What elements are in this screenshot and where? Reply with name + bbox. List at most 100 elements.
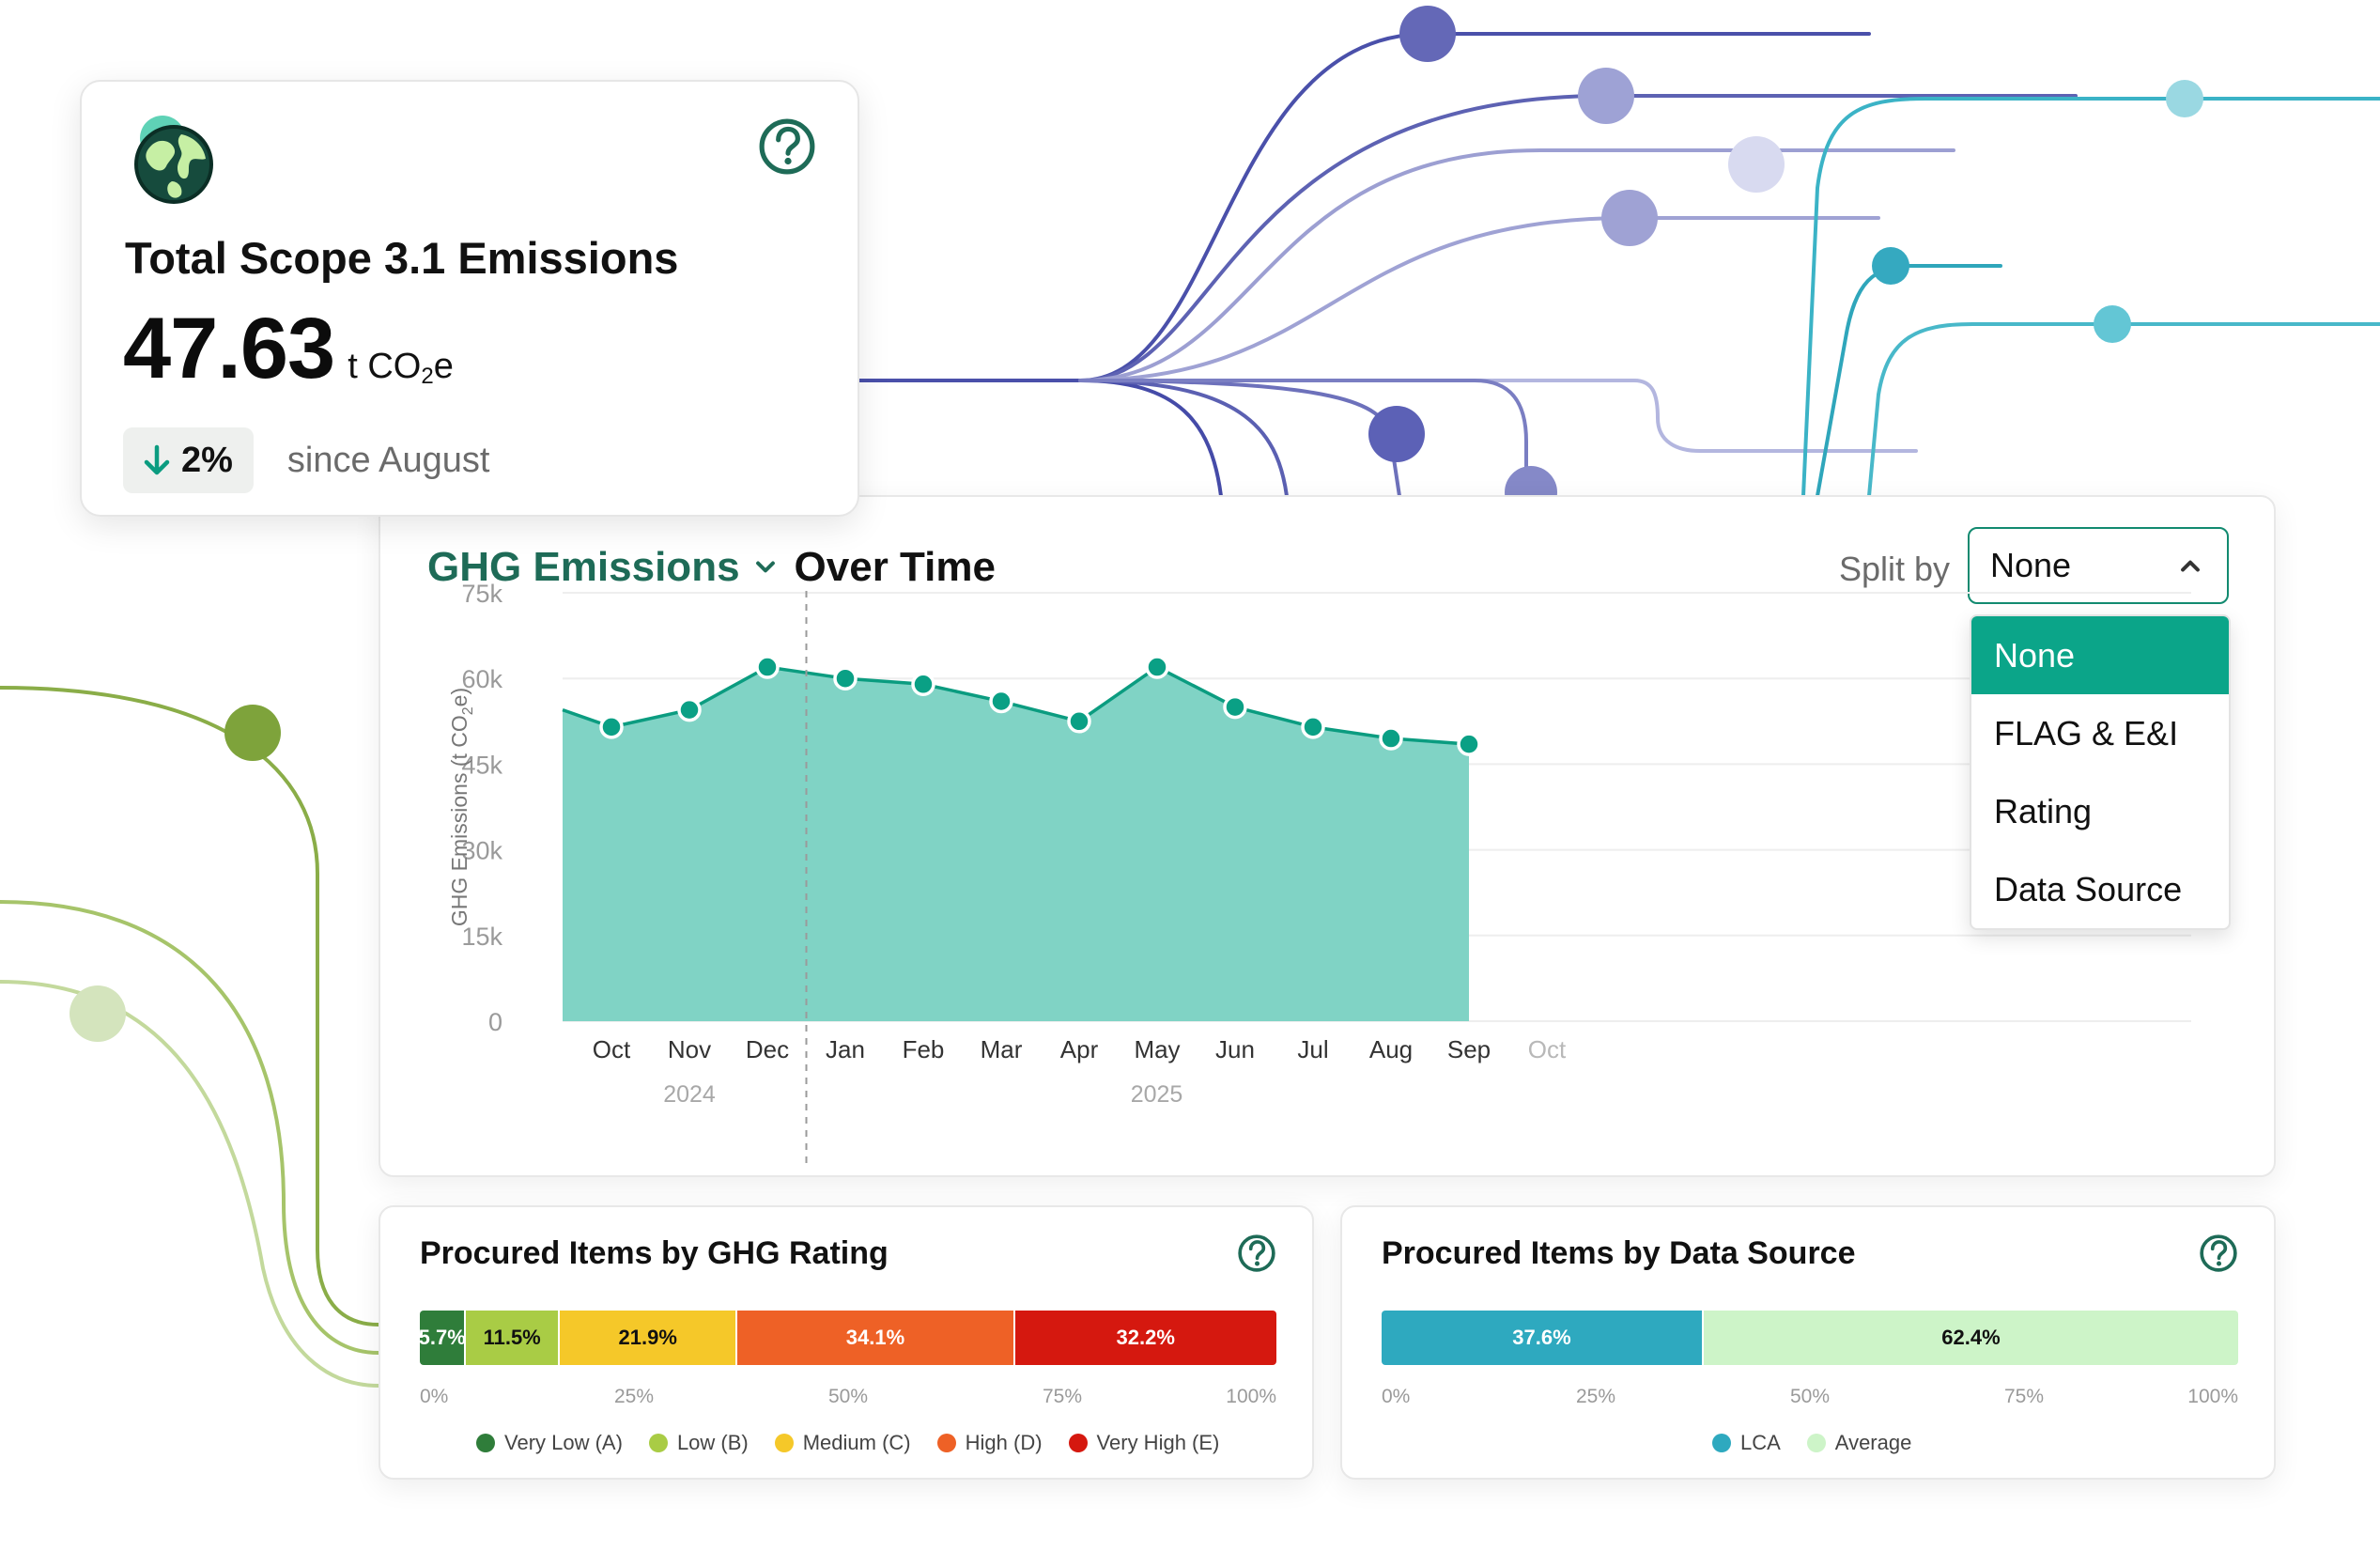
flow-node — [2166, 80, 2203, 117]
x-tick-label: 100% — [2187, 1386, 2238, 1407]
x-tick-label: 25% — [613, 1386, 655, 1407]
flow-line — [1816, 264, 2002, 498]
legend-swatch — [1806, 1434, 1826, 1452]
legend-label: High (D) — [965, 1431, 1043, 1454]
dropdown-option-data-source[interactable]: Data Source — [1994, 869, 2183, 908]
bar-segment[interactable]: 5.7% — [420, 1311, 467, 1365]
split-by-label: Split by — [1838, 550, 1950, 588]
x-tick-label: Mar — [981, 1035, 1023, 1063]
bar-segment[interactable]: 62.4% — [1703, 1311, 2238, 1365]
bar-segment[interactable]: 32.2% — [1014, 1311, 1276, 1365]
kpi-unit: t CO2e — [348, 347, 454, 389]
legend-swatch — [648, 1434, 668, 1452]
kpi-value-row: 47.63 t CO2e — [123, 300, 454, 398]
x-tick-label: 0% — [1382, 1386, 1411, 1407]
flow-line — [1078, 379, 1289, 498]
y-axis-title: GHG Emissions (t CO2e) — [447, 688, 476, 926]
y-tick-label: 15k — [461, 923, 502, 951]
legend-item: Very High (E) — [1068, 1431, 1219, 1455]
flow-node — [2094, 305, 2131, 343]
x-tick-label: 50% — [1789, 1386, 1831, 1407]
help-icon[interactable] — [758, 117, 816, 176]
data-point[interactable] — [677, 697, 702, 722]
x-tick-label: Apr — [1060, 1035, 1099, 1063]
delta-badge: 2% — [123, 427, 254, 493]
bar-segment[interactable]: 11.5% — [466, 1311, 560, 1365]
bar-segment[interactable]: 34.1% — [737, 1311, 1015, 1365]
flow-node — [1399, 6, 1456, 62]
legend-label: Average — [1834, 1431, 1912, 1454]
flow-node — [70, 985, 126, 1042]
x-tick-label: May — [1134, 1035, 1180, 1063]
data-source-axis: 0% 25% 50% 75% 100% — [1382, 1386, 2238, 1410]
data-point[interactable] — [833, 666, 858, 690]
chevron-up-icon — [2181, 560, 2200, 572]
title-suffix: Over Time — [794, 544, 996, 590]
y-tick-label: 60k — [461, 665, 502, 693]
legend-item: High (D) — [936, 1431, 1043, 1455]
data-point[interactable] — [1223, 694, 1247, 720]
year-label: 2025 — [1131, 1081, 1183, 1108]
dropdown-option-flag-ei[interactable]: FLAG & E&I — [1994, 713, 2179, 752]
data-point[interactable] — [1067, 709, 1091, 734]
x-tick-label: Dec — [746, 1035, 789, 1063]
flow-line — [1078, 379, 1918, 453]
dropdown-option-none[interactable]: None — [1971, 616, 2229, 694]
flow-line — [0, 900, 380, 1355]
bar-segment[interactable]: 37.6% — [1382, 1311, 1704, 1365]
metric-label: GHG Emissions — [427, 544, 740, 590]
data-point[interactable] — [1301, 715, 1325, 739]
x-tick-label: Oct — [593, 1035, 631, 1063]
x-tick-label: 25% — [1575, 1386, 1616, 1407]
x-tick-label: Sep — [1447, 1035, 1491, 1063]
data-point[interactable] — [989, 689, 1013, 714]
kpi-card: Total Scope 3.1 Emissions 47.63 t CO2e 2… — [80, 80, 859, 517]
kpi-delta-row: 2% since August — [123, 427, 489, 493]
data-point[interactable] — [599, 715, 624, 739]
data-point[interactable] — [911, 672, 935, 697]
flow-line — [0, 686, 380, 1327]
emissions-area-chart: 75k 60k 45k 30k 15k 0 GHG Emissions (t CO2e) Oc… — [447, 580, 2191, 1166]
rating-legend: Very Low (A) Low (B) Medium (C) High (D) Ver… — [476, 1431, 1219, 1455]
help-icon[interactable] — [1237, 1233, 1276, 1273]
card-title: Procured Items by GHG Rating — [420, 1235, 889, 1271]
data-point[interactable] — [1145, 655, 1169, 679]
flow-line — [1078, 94, 2078, 382]
data-point[interactable] — [755, 655, 780, 679]
kpi-value: 47.63 — [123, 301, 335, 396]
emissions-over-time-card: GHG Emissions Over Time Split by None 75… — [379, 495, 2276, 1177]
globe-icon — [134, 116, 213, 204]
bar-segment[interactable]: 21.9% — [559, 1311, 738, 1365]
y-tick-label: 30k — [461, 837, 502, 865]
delta-label: since August — [286, 440, 490, 480]
legend-item: LCA — [1712, 1431, 1781, 1455]
x-tick-label: Aug — [1369, 1035, 1413, 1063]
dropdown-option-rating[interactable]: Rating — [1994, 791, 2093, 830]
flow-line — [0, 980, 380, 1388]
help-icon[interactable] — [2199, 1233, 2238, 1273]
flow-node — [1578, 68, 1634, 124]
legend-item: Medium (C) — [774, 1431, 911, 1455]
x-tick-label: Feb — [903, 1035, 945, 1063]
x-tick-label: 0% — [420, 1386, 449, 1407]
data-point[interactable] — [1457, 732, 1481, 756]
data-source-legend: LCA Average — [1712, 1431, 1911, 1455]
kpi-title: Total Scope 3.1 Emissions — [125, 233, 679, 283]
data-point[interactable] — [1379, 726, 1403, 751]
legend-item: Very Low (A) — [476, 1431, 623, 1455]
year-label: 2024 — [663, 1081, 716, 1108]
arrow-down-icon — [144, 444, 170, 475]
card-title: Procured Items by Data Source — [1382, 1235, 1856, 1271]
data-source-card: Procured Items by Data Source 37.6% 62.4%… — [1340, 1205, 2276, 1480]
y-tick-label: 0 — [488, 1008, 502, 1036]
x-tick-label: 50% — [827, 1386, 869, 1407]
legend-label: Medium (C) — [802, 1431, 911, 1454]
split-by-select[interactable]: None — [1968, 527, 2229, 604]
flow-line — [858, 32, 1871, 382]
flow-node — [1368, 406, 1425, 462]
x-tick-label: Jun — [1215, 1035, 1255, 1063]
flow-line — [1078, 148, 1955, 382]
x-tick-label: Oct — [1528, 1035, 1567, 1063]
flow-line — [1078, 379, 1401, 498]
metric-dropdown[interactable]: GHG Emissions — [427, 544, 781, 591]
